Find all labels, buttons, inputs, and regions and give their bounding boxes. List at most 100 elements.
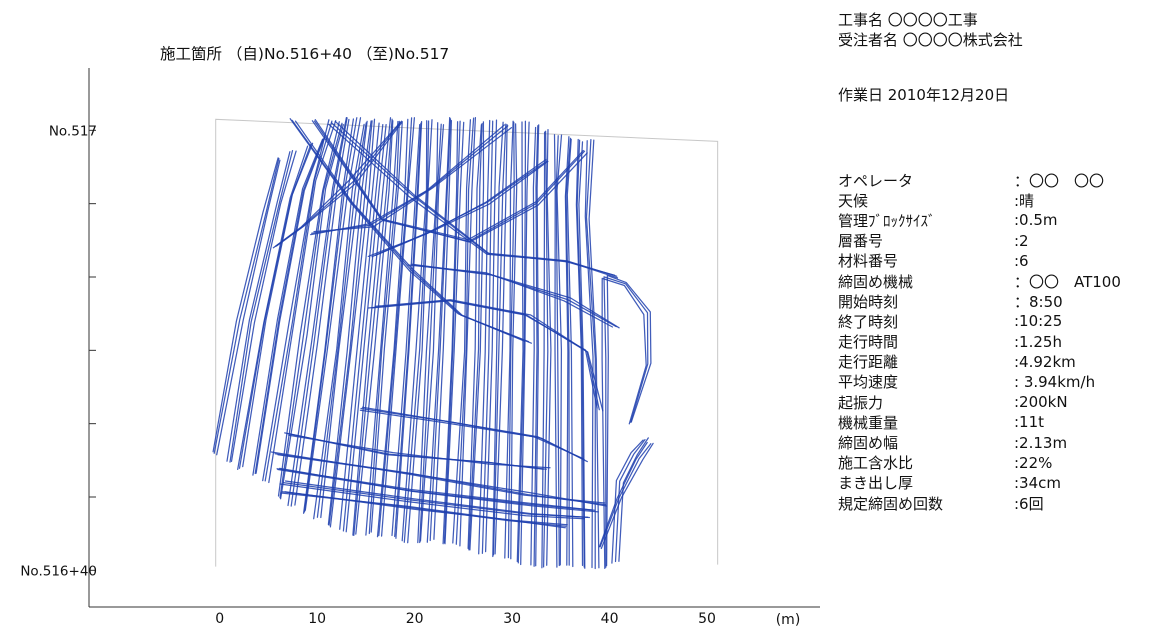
track-line (564, 136, 570, 566)
track-line (287, 116, 348, 507)
info-value: ：〇〇 AT100 (1014, 272, 1121, 291)
track-line (599, 443, 652, 548)
info-value: :6 (1014, 251, 1029, 270)
track-line (345, 123, 387, 533)
info-label: 開始時刻 (838, 292, 899, 311)
track-line (481, 120, 494, 554)
info-value: ：8:50 (1014, 292, 1063, 311)
track-line (417, 122, 439, 544)
project-header: 工事名 〇〇〇〇工事 受注者名 〇〇〇〇株式会社 (838, 10, 1023, 50)
track-line (556, 134, 563, 566)
info-row: 層番号:2 (838, 231, 1121, 251)
track-line (370, 122, 403, 533)
construction-area-outline (215, 118, 719, 567)
y-tick-label: No.517 (49, 123, 97, 139)
track-line (510, 123, 518, 560)
track-line (469, 121, 485, 551)
track-line (530, 126, 537, 566)
info-value: :6回 (1014, 494, 1044, 513)
chart-title: 施工箇所 （自)No.516+40 （至)No.517 (160, 45, 450, 63)
track-line (584, 140, 594, 569)
info-value: :2.13m (1014, 433, 1068, 452)
track-line (494, 124, 508, 555)
track-line (413, 264, 620, 329)
info-row: 規定締固め回数:6回 (838, 493, 1121, 513)
track-line (328, 120, 373, 526)
track-line (264, 120, 333, 482)
info-value: :晴 (1014, 191, 1035, 210)
track-line (313, 123, 365, 520)
track-line (533, 125, 539, 567)
x-tick-label: 20 (406, 611, 424, 626)
info-value: :1.25h (1014, 332, 1062, 351)
track-line (516, 121, 524, 563)
track-line (618, 437, 649, 562)
track-line (302, 118, 355, 514)
track-line (541, 131, 546, 569)
track-line (578, 141, 586, 569)
x-tick-label: 10 (308, 611, 326, 626)
track-line (361, 406, 588, 463)
info-row: 走行時間 :1.25h (838, 332, 1121, 352)
track-line (290, 117, 348, 507)
info-value: :0.5m (1014, 211, 1058, 230)
track-line (334, 120, 619, 279)
track-line (478, 119, 491, 555)
area-outline (215, 118, 719, 567)
x-tick-label: 40 (601, 611, 619, 626)
track-line (313, 126, 513, 233)
info-label: 材料番号 (838, 252, 899, 271)
track-line (378, 117, 413, 537)
info-label: 走行時間 (838, 333, 899, 352)
x-tick-label: 50 (698, 611, 716, 626)
track-line (614, 438, 646, 563)
track-line (212, 157, 279, 453)
info-row: 管理ﾌﾞﾛｯｸｻｲｽﾞ:0.5m (838, 210, 1121, 230)
info-row: 走行距離:4.92km (838, 352, 1121, 372)
work-info-list: オペレータ ：〇〇 〇〇 天候:晴 管理ﾌﾞﾛｯｸｻｲｽﾞ:0.5m 層番号:2 材料番号… (838, 170, 1121, 513)
track-line (492, 123, 507, 556)
track-line (468, 122, 483, 551)
roller-tracks (212, 116, 654, 570)
info-value: :11t (1014, 413, 1045, 432)
x-axis-unit-label: (m) (776, 612, 801, 626)
track-line (352, 117, 392, 536)
info-row: 平均速度: 3.94km/h (838, 372, 1121, 392)
info-row: 起振力:200kN (838, 392, 1121, 412)
info-value: : 3.94km/h (1014, 372, 1096, 391)
info-row: まき出し厚:34cm (838, 473, 1121, 493)
track-line (226, 151, 291, 462)
info-label: 起振力 (838, 393, 884, 412)
track-line (605, 274, 652, 567)
track-line (371, 300, 600, 411)
track-line (275, 121, 403, 247)
track-line (403, 120, 430, 543)
track-line (242, 142, 314, 468)
track-line (254, 138, 324, 475)
info-label: 走行距離 (838, 353, 899, 372)
track-line (380, 117, 416, 537)
track-line (611, 439, 644, 564)
track-line (284, 480, 591, 519)
info-value: ：〇〇 〇〇 (1014, 171, 1105, 190)
track-line (294, 120, 533, 344)
track-line (268, 120, 337, 484)
track-line (419, 124, 445, 542)
track-line (288, 434, 551, 469)
info-label: 締固め機械 (838, 272, 914, 291)
track-line (374, 160, 549, 257)
track-line (230, 150, 297, 463)
track-line (279, 467, 599, 513)
info-row: オペレータ ：〇〇 〇〇 (838, 170, 1121, 190)
track-line (401, 120, 428, 542)
chart-axes (88, 68, 820, 608)
track-line (504, 120, 514, 559)
track-line (535, 124, 540, 567)
track-line (598, 441, 648, 548)
info-value: :10:25 (1014, 312, 1063, 331)
info-label: まき出し厚 (838, 474, 914, 493)
track-line (355, 120, 394, 535)
x-tick-label: 30 (503, 611, 521, 626)
info-row: 開始時刻 ：8:50 (838, 291, 1121, 311)
track-line (255, 136, 326, 474)
